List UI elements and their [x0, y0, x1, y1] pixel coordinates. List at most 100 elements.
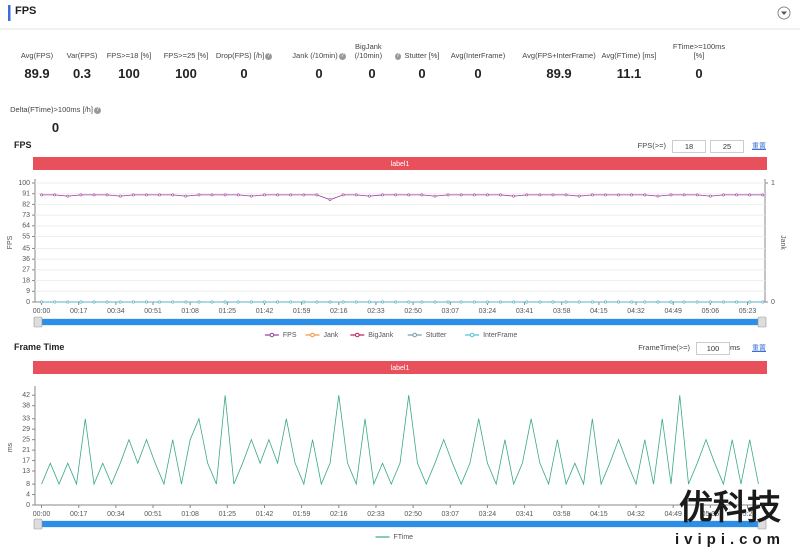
stat-value: 0: [418, 66, 426, 81]
threshold-label: FrameTime(>=): [638, 343, 690, 352]
point: [669, 193, 673, 197]
point: [263, 300, 266, 304]
chart-title: FPS: [14, 140, 32, 150]
info-icon[interactable]: ?: [394, 53, 401, 60]
stat-value: 89.9: [24, 66, 50, 81]
point: [79, 300, 83, 304]
zoom-slider-handle[interactable]: [757, 518, 767, 530]
point: [525, 193, 529, 197]
point: [695, 193, 699, 197]
stat-value: 0: [315, 66, 323, 81]
point: [368, 194, 371, 198]
point: [617, 300, 620, 304]
x-tick-label: 00:51: [144, 511, 162, 518]
y2-tick-label: 0: [771, 299, 775, 306]
threshold-input[interactable]: 100: [696, 342, 730, 355]
stat-value: 0: [474, 66, 482, 81]
stat: Stutter [%] 0: [393, 38, 451, 81]
reset-link[interactable]: 重置: [752, 345, 766, 352]
point: [407, 300, 411, 304]
x-tick-label: 03:07: [442, 308, 460, 315]
point: [748, 193, 752, 197]
stat-label-text: FPS>=18 [%]: [106, 51, 152, 60]
point: [722, 193, 725, 197]
x-tick-label: 01:59: [293, 511, 311, 518]
y-tick-label: 29: [22, 426, 30, 433]
info-icon[interactable]: ?: [338, 53, 346, 60]
x-tick-label: 04:15: [590, 308, 608, 315]
threshold-input[interactable]: 18: [672, 140, 706, 153]
stat-label-text: Drop(FPS) [/h]: [215, 51, 265, 60]
stat: BigJank (/10min)? 0: [343, 38, 401, 81]
stat-label-text: FTime>=100ms [%]: [672, 42, 726, 60]
threshold-input[interactable]: 25: [710, 140, 744, 153]
stat-label: Avg(InterFrame): [451, 38, 505, 60]
stat: FPS>=25 [%] 100: [157, 38, 215, 81]
point: [105, 193, 109, 197]
point: [381, 193, 384, 197]
x-tick-label: 03:58: [553, 308, 571, 315]
point: [551, 193, 555, 197]
y-tick-label: 82: [22, 201, 30, 208]
zoom-slider-handle[interactable]: [33, 518, 43, 530]
info-icon[interactable]: ?: [265, 53, 273, 60]
stat: Var(FPS) 0.3: [53, 38, 111, 81]
y-axis-label: ms: [7, 442, 14, 452]
legend-marker: [269, 332, 275, 338]
stat-label-text: FPS>=25 [%]: [163, 51, 209, 60]
point: [643, 300, 647, 304]
point: [368, 300, 371, 304]
reset-link[interactable]: 重置: [752, 143, 766, 150]
stat: Drop(FPS) [/h]? 0: [215, 38, 273, 81]
stat-label-text: Avg(FPS): [20, 51, 54, 60]
stat-label: FTime>=100ms [%]: [670, 38, 728, 60]
legend-item[interactable]: Jank: [305, 332, 339, 339]
zoom-slider-handle[interactable]: [757, 316, 767, 328]
y-tick-label: 25: [22, 437, 30, 444]
threshold-label: FPS(>=): [637, 141, 666, 150]
legend-item[interactable]: InterFrame: [465, 332, 517, 339]
legend-label: Stutter: [426, 332, 447, 339]
y-tick-label: 8: [26, 481, 30, 488]
x-tick-label: 03:24: [479, 308, 497, 315]
point: [472, 300, 476, 304]
legend-marker: [412, 332, 418, 338]
legend-marker: [310, 332, 315, 338]
stat-label: Avg(FPS+InterFrame): [522, 38, 595, 60]
point: [328, 300, 332, 304]
header-title: FPS: [15, 5, 37, 17]
point: [315, 300, 319, 304]
zoom-slider-handle[interactable]: [33, 316, 43, 328]
x-tick-label: 03:41: [516, 511, 534, 518]
x-tick-label: 05:23: [739, 511, 757, 518]
y-axis-label: FPS: [7, 235, 14, 249]
legend-item[interactable]: FTime: [375, 534, 414, 541]
point: [394, 300, 398, 304]
point: [459, 193, 463, 197]
y-tick-label: 64: [22, 223, 30, 230]
legend-item[interactable]: Stutter: [407, 332, 447, 339]
point: [249, 300, 253, 304]
header-accent: [8, 5, 11, 21]
info-icon[interactable]: ?: [93, 107, 101, 114]
x-tick-label: 01:42: [256, 308, 274, 315]
point: [302, 300, 306, 304]
point: [682, 193, 686, 197]
point: [105, 300, 109, 304]
legend-marker: [355, 332, 360, 338]
point: [564, 300, 568, 304]
stat-value: 89.9: [546, 66, 572, 81]
stat-label: Jank (/10min)?: [292, 38, 346, 60]
point: [682, 300, 686, 304]
stat-label: FPS>=25 [%]: [164, 38, 209, 60]
y-tick-label: 0: [26, 502, 30, 509]
point: [420, 300, 424, 304]
point: [249, 194, 253, 198]
watermark-url: ivipi.com: [675, 531, 785, 548]
legend-item[interactable]: BigJank: [350, 332, 394, 339]
point: [223, 300, 227, 304]
point: [302, 193, 306, 197]
legend-item[interactable]: FPS: [264, 332, 297, 339]
point: [407, 193, 411, 197]
